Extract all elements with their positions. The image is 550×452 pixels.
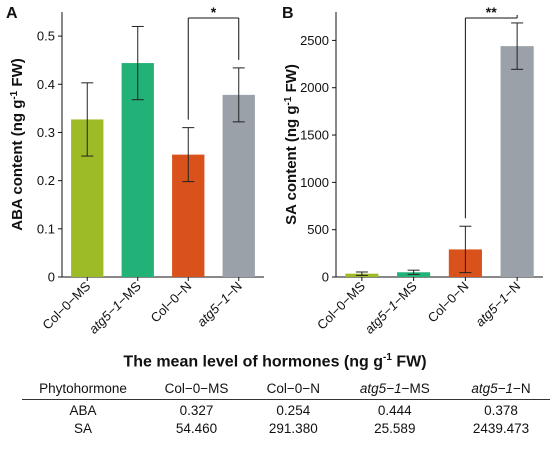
header-atg5-ms: atg5−1−MS (337, 377, 452, 400)
y-tick-label: 0.2 (37, 173, 55, 188)
table-row: ABA 0.327 0.254 0.444 0.378 (22, 400, 550, 418)
table-header-row: Phytohormone Col−0−MS Col−0−N atg5−1−MS … (22, 377, 550, 400)
x-category-label: atg5−1−N (472, 279, 523, 330)
significance-label: ** (486, 4, 497, 20)
y-tick-label: 2000 (300, 80, 329, 95)
y-axis-title-main: SA content (ng g (283, 105, 300, 224)
cell-value: 0.327 (179, 403, 214, 418)
chart-panel-a: A 0 0.1 0.2 0.3 0.4 0.5 ABA content (ng g-1 FW)… (6, 4, 264, 337)
y-axis-title: ABA content (ng g-1 FW) (9, 58, 27, 230)
cell-value: 0.254 (276, 403, 311, 418)
panel-letter: B (282, 5, 294, 22)
cell-value: 0.378 (484, 403, 518, 418)
x-category-label-part: Col−0−MS (39, 278, 93, 332)
x-category-label: Col−0−MS (39, 278, 93, 332)
y-tick-label: 0 (48, 270, 55, 285)
header-col0-n: Col−0−N (248, 377, 338, 400)
x-category-label: atg5−1−MS (362, 278, 420, 336)
significance-label: * (211, 4, 217, 20)
cell-value: 54.460 (175, 421, 218, 436)
y-axis-title-main: ABA content (ng g (9, 100, 26, 231)
hormone-table: Phytohormone Col−0−MS Col−0−N atg5−1−MS … (22, 377, 550, 436)
y-tick-label: 1500 (300, 128, 329, 143)
table-title: The mean level of hormones (ng g-1 FW) (123, 352, 427, 371)
y-axis-title-sup: -1 (9, 90, 20, 99)
y-tick-label: 2500 (300, 33, 329, 48)
cell-value: 291.380 (268, 421, 318, 436)
y-tick-label: 0 (322, 270, 329, 285)
x-category-label: Col−0−MS (314, 278, 368, 332)
header-phytohormone: Phytohormone (22, 377, 144, 400)
y-tick-label: 0.1 (37, 221, 55, 236)
table-row: SA 54.460 291.380 25.589 2439.473 (22, 418, 550, 436)
x-category-label-part: Col−0−N (147, 279, 194, 326)
cell-value: 0.444 (377, 403, 412, 418)
panel-letter: A (6, 5, 18, 22)
row-label-aba: ABA (69, 403, 97, 418)
y-axis-title: SA content (ng g-1 FW) (283, 64, 301, 225)
bar (500, 46, 534, 277)
y-axis-title-tail: FW) (283, 64, 300, 96)
x-category-label: Col−0−N (425, 279, 472, 326)
header-col0-ms: Col−0−MS (144, 377, 249, 400)
cell-value: 25.589 (374, 421, 416, 436)
y-tick-label: 1000 (300, 175, 329, 190)
x-category-label: atg5−1−MS (86, 278, 144, 336)
bar (222, 94, 255, 277)
y-axis-title-tail: FW) (9, 58, 26, 90)
header-atg5-n: atg5−1−N (451, 377, 550, 400)
y-axis-title-sup: -1 (283, 96, 294, 105)
x-category-label-part: Col−0−N (425, 279, 472, 326)
cell-value: 2439.473 (472, 421, 530, 436)
x-category-label-part: Col−0−MS (314, 278, 368, 332)
chart-panel-b: B 0 500 1000 1500 2000 2500 SA content (ng g-1 … (282, 4, 543, 337)
y-tick-label: 0.3 (37, 125, 55, 140)
x-category-label: Col−0−N (147, 279, 194, 326)
row-label-sa: SA (73, 421, 92, 436)
y-tick-label: 0.5 (37, 29, 55, 44)
y-tick-label: 0.4 (37, 77, 55, 92)
x-category-label: atg5−1−N (194, 279, 245, 330)
y-tick-label: 500 (307, 222, 329, 237)
